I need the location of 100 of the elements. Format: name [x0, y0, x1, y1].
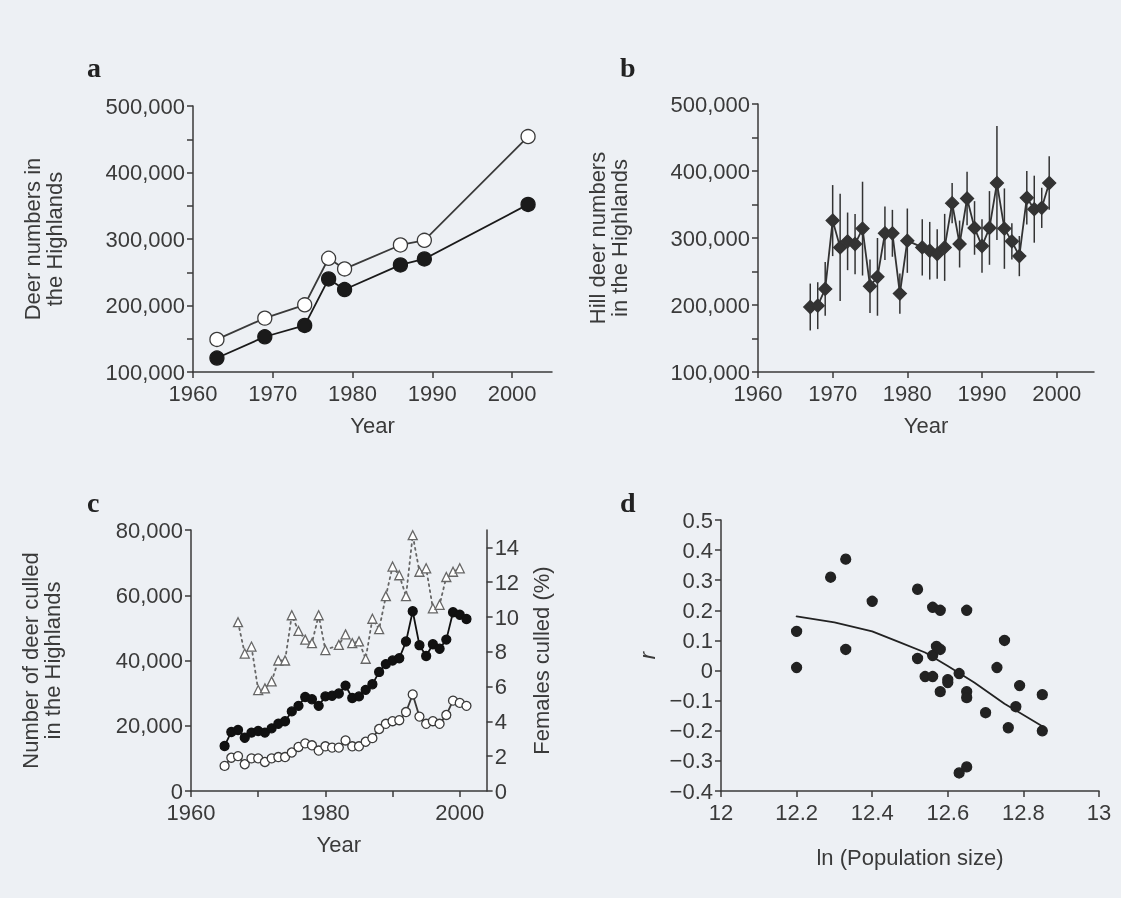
point — [353, 691, 365, 702]
y-tick-label: 20,000 — [115, 713, 183, 739]
point — [353, 636, 365, 647]
point — [911, 583, 924, 595]
point — [219, 740, 230, 752]
point — [313, 700, 324, 711]
x-tick-label: 13 — [1086, 799, 1112, 825]
point — [414, 566, 425, 577]
point — [353, 741, 365, 752]
point — [340, 680, 351, 691]
y-tick-label: 60,000 — [115, 582, 183, 608]
point — [340, 629, 351, 640]
y2-tick-label: 10 — [494, 604, 520, 630]
point — [892, 286, 908, 301]
point — [336, 261, 353, 277]
point — [320, 250, 337, 266]
point — [286, 610, 297, 621]
point — [1036, 725, 1048, 737]
y-tick-label: 0.5 — [682, 507, 713, 533]
x-tick-label: 2000 — [435, 799, 485, 825]
point — [333, 742, 344, 753]
point — [974, 238, 990, 254]
y2-axis-title: Females culled (%) — [528, 566, 554, 755]
point — [209, 331, 225, 348]
y-tick-label: 80,000 — [115, 517, 183, 543]
point — [1042, 175, 1057, 191]
point — [286, 706, 297, 717]
y-tick-label: 0.2 — [682, 597, 713, 623]
x-tick-label: 2000 — [1032, 380, 1082, 406]
y-tick-label: 0.1 — [682, 627, 713, 653]
point — [934, 685, 946, 698]
point — [392, 257, 409, 273]
point — [461, 700, 472, 711]
x-tick-label: 1980 — [882, 380, 932, 406]
x-tick-label: 2000 — [487, 380, 537, 406]
point — [790, 625, 803, 638]
point — [900, 233, 915, 248]
x-tick-label: 1970 — [808, 380, 858, 406]
point — [441, 634, 452, 645]
y-tick-label: 400,000 — [105, 160, 185, 185]
point — [266, 676, 277, 687]
point — [360, 653, 371, 664]
point — [340, 735, 351, 746]
point — [293, 700, 304, 711]
point — [824, 571, 837, 583]
point — [847, 236, 863, 252]
chart-title: d — [620, 486, 636, 518]
y2-tick-label: 14 — [494, 534, 520, 560]
y-tick-label: −0.2 — [669, 718, 713, 744]
point — [320, 644, 331, 656]
point — [257, 310, 273, 326]
y2-tick-label: 6 — [494, 674, 507, 700]
y2-tick-label: 8 — [494, 639, 507, 665]
point — [461, 613, 472, 625]
point — [447, 566, 459, 577]
point — [953, 767, 965, 779]
y-tick-label: −0.1 — [669, 688, 713, 714]
point — [416, 251, 433, 267]
point — [1013, 679, 1026, 692]
y2-tick-label: 12 — [494, 569, 520, 595]
point — [407, 689, 418, 700]
point — [870, 269, 885, 285]
point — [360, 684, 371, 696]
point — [441, 571, 452, 583]
point — [257, 329, 273, 345]
x-tick-label: 1970 — [248, 380, 298, 406]
y-tick-label: 200,000 — [670, 292, 750, 318]
x-axis-title: Year — [316, 831, 362, 857]
point — [387, 561, 398, 572]
point — [520, 196, 536, 213]
point — [862, 279, 878, 294]
point — [1004, 234, 1020, 249]
point — [959, 191, 975, 206]
point — [297, 297, 313, 313]
point — [232, 724, 244, 736]
point — [520, 128, 536, 145]
point — [367, 733, 378, 744]
point — [421, 563, 432, 574]
y-tick-label: 0 — [700, 658, 713, 684]
point — [414, 640, 425, 651]
y-tick-label: 40,000 — [115, 648, 183, 673]
point — [930, 246, 945, 262]
point — [961, 761, 973, 773]
x-tick-label: 12.6 — [926, 799, 970, 825]
x-axis-title: Year — [350, 412, 395, 438]
x-tick-label: 1980 — [328, 380, 378, 406]
point — [407, 530, 418, 541]
y-tick-label: −0.3 — [669, 748, 713, 774]
y-tick-label: 0.3 — [682, 567, 713, 593]
point — [866, 595, 878, 607]
point — [313, 610, 324, 621]
point — [441, 709, 452, 721]
point — [259, 683, 271, 694]
point — [373, 723, 385, 735]
point — [209, 350, 225, 366]
y-tick-label: 0.4 — [682, 537, 713, 563]
chart-title: b — [620, 51, 636, 83]
point — [991, 661, 1003, 674]
point — [927, 670, 939, 683]
point — [333, 639, 344, 650]
